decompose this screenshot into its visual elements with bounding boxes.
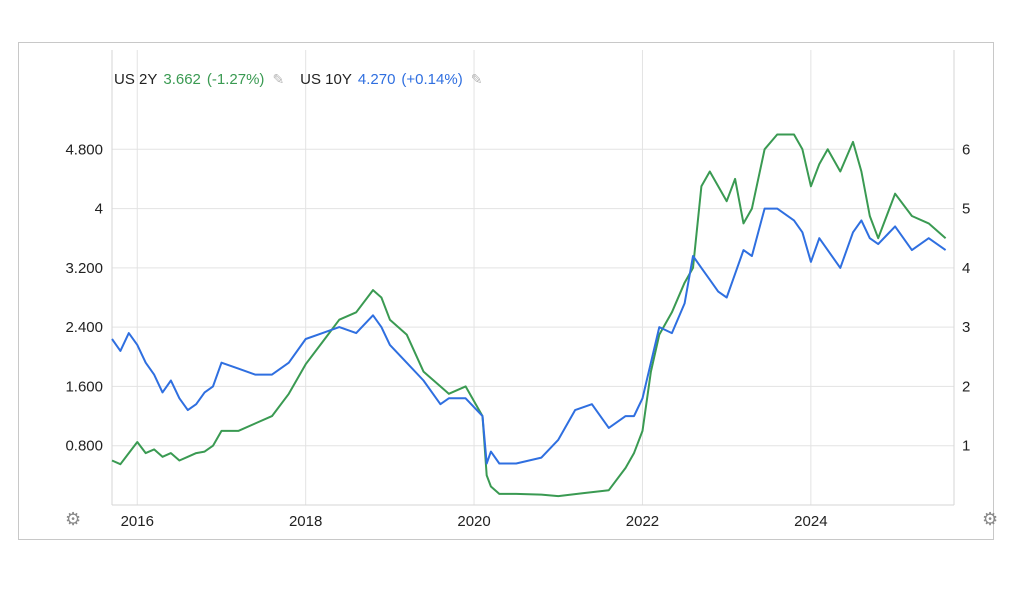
chart-frame — [18, 42, 994, 540]
legend-series1-name: US 2Y — [114, 71, 158, 88]
x-axis-tick-label: 2022 — [626, 513, 659, 530]
right-axis-tick-label: 5 — [962, 201, 970, 218]
us2y-line — [111, 133, 947, 498]
left-axis-tick-label: 3.200 — [65, 260, 103, 277]
legend-series2-value: 4.270 — [357, 71, 396, 88]
right-axis-tick-label: 4 — [962, 260, 970, 277]
left-axis-settings-gear-icon[interactable]: ⚙ — [65, 509, 82, 529]
right-axis-tick-label: 6 — [962, 141, 970, 158]
x-axis-tick-label: 2018 — [289, 513, 322, 530]
edit-series2-pencil-icon[interactable]: ✎ — [470, 71, 483, 87]
legend-series2-name: US 10Y — [300, 71, 352, 88]
legend-series1-value: 3.662 — [163, 71, 201, 88]
x-axis-tick-label: 2024 — [794, 513, 827, 530]
x-axis-tick-label: 2016 — [121, 513, 154, 530]
left-axis-tick-label: 0.800 — [65, 438, 103, 455]
us10y-line — [111, 207, 947, 465]
left-axis-tick-label: 2.400 — [65, 319, 103, 336]
left-axis-tick-label: 1.600 — [65, 378, 103, 395]
legend: US 2Y 3.662 (-1.27%) ✎ US 10Y 4.270 (+0.… — [114, 71, 482, 88]
left-axis-tick-label: 4 — [95, 201, 103, 218]
right-axis-tick-label: 3 — [962, 319, 970, 336]
left-axis-tick-label: 4.800 — [65, 141, 103, 158]
x-axis-tick-label: 2020 — [457, 513, 490, 530]
right-axis-tick-label: 2 — [962, 378, 970, 395]
right-axis-tick-label: 1 — [962, 438, 970, 455]
edit-series1-pencil-icon[interactable]: ✎ — [272, 71, 285, 87]
right-axis-settings-gear-icon[interactable]: ⚙ — [982, 509, 999, 529]
legend-series2-change: (+0.14%) — [401, 71, 463, 88]
legend-series1-change: (-1.27%) — [206, 71, 265, 88]
